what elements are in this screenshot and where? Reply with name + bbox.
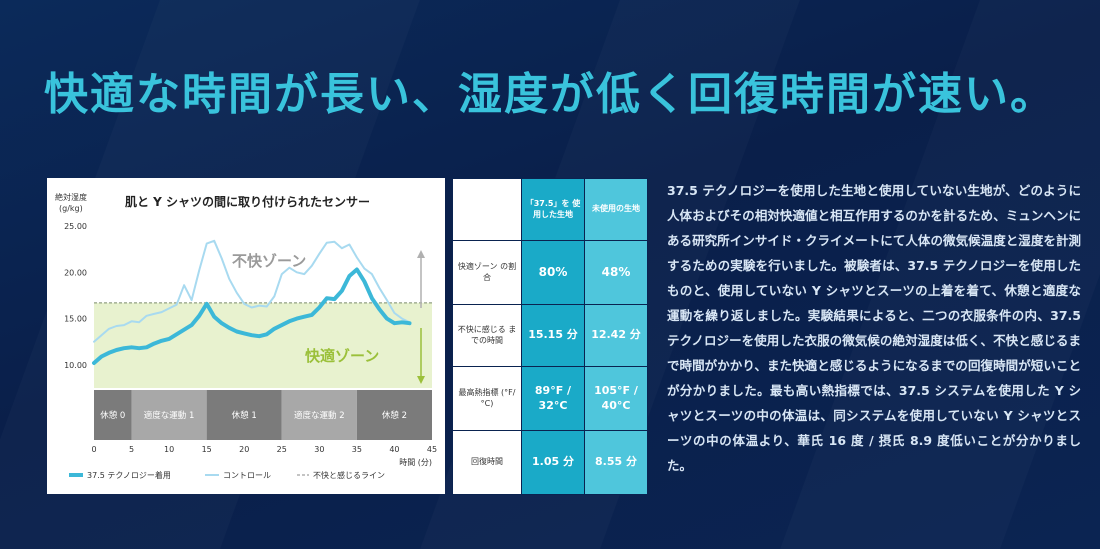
table-cell-b: 12.42 分 [584,304,648,367]
table-row: 不快に感じる までの時間 15.15 分 12.42 分 [452,304,648,367]
table-row: 快適ゾーン の割合 80% 48% [452,240,648,305]
y-axis-unit: (g/kg) [59,204,83,213]
phase-label: 適度な運動 2 [294,410,345,421]
phase-label: 休憩 2 [382,410,407,421]
table-cell-b: 8.55 分 [584,430,648,495]
table-cell-a: 80% [521,240,585,305]
series-375-line [92,267,412,365]
x-tick-label: 35 [352,445,362,454]
x-axis-label: 時間 (分) [399,458,432,467]
x-tick-label: 25 [277,445,287,454]
legend-threshold-label: 不快と感じるライン [313,470,385,480]
phase-label: 適度な運動 1 [144,410,195,421]
series-control-line [93,239,411,343]
table-header-without-375: 未使用の生地 [584,178,648,241]
phase-segment [131,390,207,440]
table-header-row: 「37.5」を 使用した生地 未使用の生地 [452,178,648,241]
x-tick-label: 30 [314,445,324,454]
phase-segment [94,390,132,440]
table-row: 回復時間 1.05 分 8.55 分 [452,430,648,495]
phase-segment [281,390,357,440]
humidity-chart: 絶対湿度 (g/kg) 肌と Y シャツの間に取り付けられたセンサー 25.00… [47,178,445,494]
y-tick-label: 10.00 [64,361,87,370]
x-tick-label: 5 [129,445,134,454]
comfort-arrow-head [417,376,425,384]
table-row-label: 最高熱指標 (°F/°C) [452,366,522,431]
legend-375-label: 37.5 テクノロジー着用 [87,470,171,480]
table-cell-a: 15.15 分 [521,304,585,367]
x-tick-label: 10 [164,445,174,454]
phase-segment [356,390,432,440]
table-row-label: 回復時間 [452,430,522,495]
table-row-label: 快適ゾーン の割合 [452,240,522,305]
chart-title: 肌と Y シャツの間に取り付けられたセンサー [124,194,370,209]
x-tick-label: 45 [427,445,437,454]
table-cell-b: 105°F / 40°C [584,366,648,431]
table-cell-a: 89°F / 32°C [521,366,585,431]
y-tick-label: 25.00 [64,222,87,231]
discomfort-arrow-head [417,250,425,258]
chart-canvas: 絶対湿度 (g/kg) 肌と Y シャツの間に取り付けられたセンサー 25.00… [47,178,445,494]
y-tick-label: 20.00 [64,268,87,277]
table-cell-b: 48% [584,240,648,305]
phase-label: 休憩 1 [232,410,257,421]
comparison-table: 「37.5」を 使用した生地 未使用の生地 快適ゾーン の割合 80% 48% … [452,178,648,495]
study-description: 37.5 テクノロジーを使用した生地と使用していない生地が、どのように人体および… [667,183,1081,473]
x-tick-label: 0 [91,445,96,454]
table-row-label: 不快に感じる までの時間 [452,304,522,367]
y-tick-label: 15.00 [64,315,87,324]
comfort-zone-band [94,302,432,388]
comfort-zone-label: 快適ゾーン [305,347,379,365]
x-tick-label: 40 [389,445,399,454]
table-cell-a: 1.05 分 [521,430,585,495]
table-row: 最高熱指標 (°F/°C) 89°F / 32°C 105°F / 40°C [452,366,648,431]
x-tick-label: 20 [239,445,249,454]
phase-label: 休憩 0 [100,410,125,421]
table-header-with-375: 「37.5」を 使用した生地 [521,178,585,241]
table-corner-cell [452,178,522,241]
discomfort-zone-label: 不快ゾーン [232,252,306,270]
legend-control-label: コントロール [223,471,271,480]
x-tick-label: 15 [202,445,212,454]
phase-segment [206,390,282,440]
y-axis-label: 絶対湿度 [55,192,87,202]
page-headline: 快適な時間が長い、湿度が低く回復時間が速い。 [44,69,1056,120]
